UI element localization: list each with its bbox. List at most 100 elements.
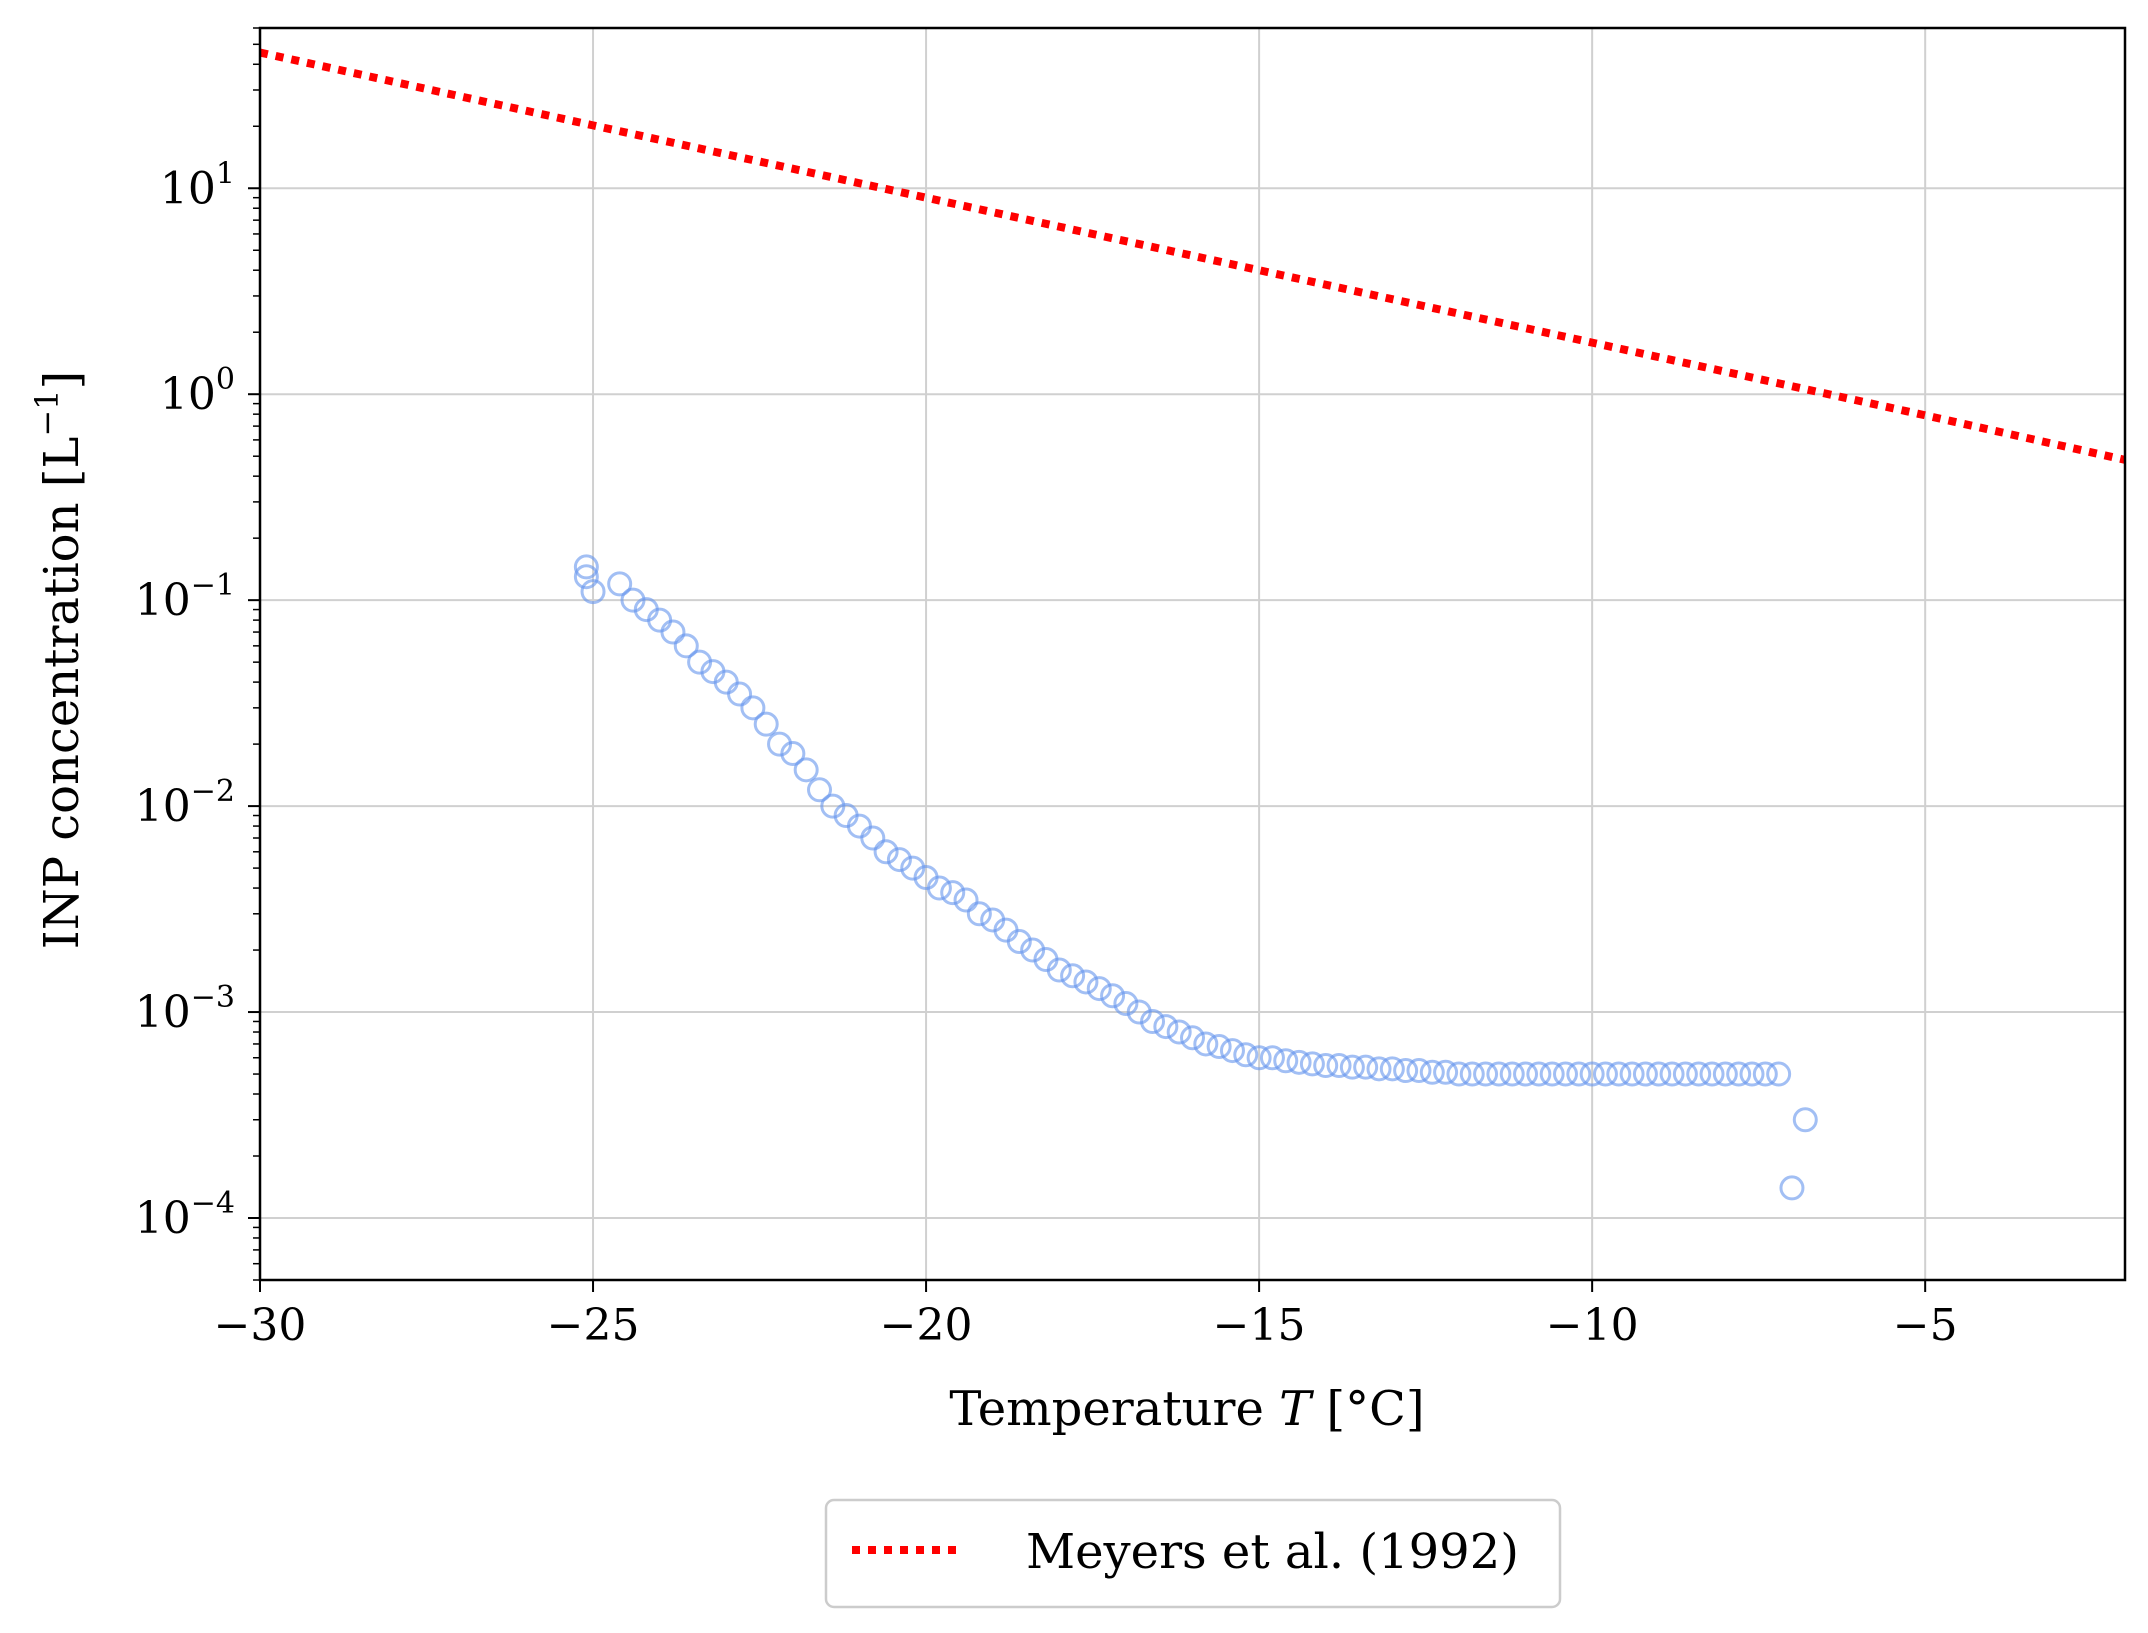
- scatter-point: [1313, 1053, 1339, 1079]
- y-tick-exponent: 1: [216, 156, 235, 191]
- y-axis-title-exp: −1: [28, 389, 66, 436]
- scatter-point: [1060, 963, 1086, 989]
- scatter-point: [1726, 1061, 1752, 1087]
- x-tick-label: −25: [547, 1300, 640, 1351]
- scatter-point: [1566, 1061, 1592, 1087]
- y-tick-label: 101: [160, 156, 235, 214]
- meyers-line: [259, 48, 2126, 464]
- scatter-point: [1446, 1061, 1472, 1087]
- y-axis-title-main: INP concentration [L: [34, 437, 90, 950]
- y-tick-base: 10: [135, 1193, 191, 1244]
- scatter-point: [940, 880, 966, 906]
- legend-label: Meyers et al. (1992): [1026, 1524, 1519, 1580]
- x-tick-label: −5: [1893, 1300, 1958, 1351]
- scatter-point: [573, 564, 599, 590]
- scatter-point: [1366, 1056, 1392, 1082]
- scatter-point: [1606, 1061, 1632, 1087]
- scatter-point: [1379, 1056, 1405, 1082]
- scatter-point: [1353, 1054, 1379, 1080]
- scatter-point: [1632, 1061, 1658, 1087]
- y-tick-base: 10: [135, 781, 191, 832]
- scatter-point: [1792, 1107, 1818, 1133]
- scatter-point: [1180, 1025, 1205, 1051]
- scatter-point: [1579, 1061, 1605, 1087]
- scatter-point: [1766, 1061, 1792, 1087]
- scatter-point: [1299, 1051, 1325, 1077]
- scatter-point: [1406, 1058, 1432, 1084]
- y-tick-label: 100: [160, 362, 235, 420]
- scatter-point: [727, 681, 753, 707]
- scatter-point: [1006, 929, 1032, 955]
- y-tick-base: 10: [160, 163, 216, 214]
- y-tick-base: 10: [135, 575, 191, 626]
- scatter-point: [1326, 1053, 1352, 1079]
- y-tick-label: 10−1: [135, 568, 235, 626]
- scatter-point: [673, 633, 699, 659]
- y-tick-exponent: −1: [191, 568, 235, 603]
- scatter-point: [1539, 1061, 1565, 1087]
- scatter-point: [660, 619, 686, 645]
- scatter-point: [1659, 1061, 1685, 1087]
- scatter-point: [1100, 983, 1126, 1009]
- scatter-point: [1459, 1061, 1485, 1087]
- scatter-point: [580, 579, 606, 605]
- scatter-point: [1246, 1045, 1272, 1071]
- scatter-point: [1419, 1059, 1445, 1085]
- scatter-point: [1193, 1031, 1219, 1057]
- scatter-point: [1553, 1061, 1578, 1087]
- y-tick-base: 10: [135, 987, 191, 1038]
- scatter-point: [1086, 976, 1112, 1002]
- scatter-point: [1526, 1061, 1552, 1087]
- x-axis-title-prefix: Temperature: [949, 1381, 1279, 1437]
- scatter-point: [780, 741, 806, 767]
- y-tick-label: 10−3: [135, 980, 235, 1038]
- y-tick-label: 10−2: [135, 774, 235, 832]
- scatter-point: [926, 875, 952, 901]
- scatter-point: [740, 695, 766, 721]
- scatter-point: [1286, 1049, 1312, 1075]
- scatter-point: [807, 777, 832, 803]
- y-tick-exponent: −2: [191, 774, 235, 809]
- scatter-point: [1433, 1059, 1459, 1085]
- x-tick-label: −20: [880, 1300, 973, 1351]
- scatter-point: [1259, 1045, 1285, 1071]
- scatter-point: [607, 571, 633, 597]
- x-tick-label: −15: [1213, 1300, 1306, 1351]
- scatter-point: [1672, 1061, 1698, 1087]
- scatter-point: [860, 825, 886, 851]
- y-tick-label: 10−4: [135, 1186, 235, 1244]
- x-axis-title-var: T: [1279, 1381, 1314, 1437]
- y-tick-exponent: −3: [191, 980, 235, 1015]
- scatter-point: [1166, 1019, 1192, 1045]
- scatter-point: [1712, 1061, 1738, 1087]
- scatter-point: [1206, 1034, 1232, 1060]
- scatter-point: [1046, 957, 1072, 983]
- scatter-point: [1113, 991, 1139, 1017]
- scatter-point: [886, 847, 912, 873]
- scatter-point: [1153, 1014, 1179, 1040]
- x-tick-label: −10: [1546, 1300, 1639, 1351]
- scatter-point: [1473, 1061, 1499, 1087]
- scatter-point: [873, 839, 899, 865]
- scatter-point: [1739, 1061, 1765, 1087]
- scatter-point: [953, 887, 979, 913]
- x-tick-label: −30: [214, 1300, 307, 1351]
- scatter-point: [1513, 1061, 1539, 1087]
- scatter-point: [1486, 1061, 1512, 1087]
- y-axis-title: INP concentration [L−1]: [28, 371, 90, 949]
- scatter-point: [573, 554, 599, 580]
- scatter-point: [1339, 1054, 1365, 1080]
- legend-box: [824, 1498, 1562, 1609]
- scatter-point: [1499, 1061, 1525, 1087]
- scatter-point: [1686, 1061, 1712, 1087]
- y-tick-exponent: −4: [191, 1186, 235, 1221]
- y-axis-title-close: ]: [34, 371, 90, 390]
- x-ticks: −30 −25 −20 −15 −10 −5: [214, 1280, 1958, 1351]
- scatter-series: [573, 554, 1818, 1201]
- scatter-point: [1073, 969, 1099, 995]
- scatter-point: [1646, 1061, 1672, 1087]
- scatter-point: [1273, 1048, 1299, 1074]
- plot-frame: [258, 26, 2127, 1282]
- scatter-point: [1619, 1061, 1645, 1087]
